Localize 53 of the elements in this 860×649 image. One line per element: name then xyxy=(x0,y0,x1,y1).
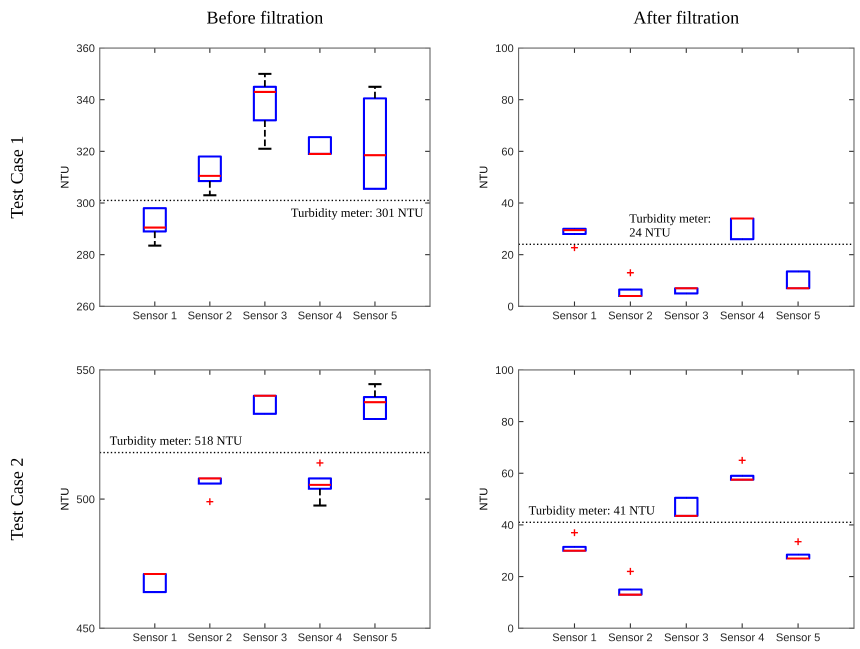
x-tick-label: Sensor 5 xyxy=(353,311,397,320)
y-axis-title: NTU xyxy=(480,166,488,188)
x-tick-label: Sensor 3 xyxy=(243,633,287,642)
ref-line-label: Turbidity meter: 41 NTU xyxy=(528,506,655,518)
y-tick-label: 20 xyxy=(502,572,514,581)
x-tick-label: Sensor 4 xyxy=(298,633,342,642)
chart-title: After filtration xyxy=(634,10,739,24)
y-tick-label: 320 xyxy=(76,148,94,156)
y-axis-title: NTU xyxy=(480,488,488,510)
x-tick-label: Sensor 4 xyxy=(720,311,764,320)
y-tick-label: 80 xyxy=(502,96,514,104)
y-tick-label: 260 xyxy=(76,302,94,310)
x-tick-label: Sensor 1 xyxy=(552,311,596,320)
x-tick-label: Sensor 3 xyxy=(243,311,287,320)
y-tick-label: 40 xyxy=(502,521,514,530)
y-axis-title: NTU xyxy=(60,166,69,188)
y-tick-label: 300 xyxy=(76,199,94,208)
y-tick-label: 100 xyxy=(496,44,514,52)
y-tick-label: 40 xyxy=(502,199,514,208)
x-tick-label: Sensor 1 xyxy=(552,633,596,642)
y-tick-label: 0 xyxy=(508,624,514,632)
text: Test Case 1 xyxy=(10,136,24,218)
x-tick-label: Sensor 1 xyxy=(133,311,176,320)
y-tick-label: 550 xyxy=(76,366,94,374)
x-tick-label: Sensor 4 xyxy=(720,633,764,642)
y-tick-label: 60 xyxy=(502,148,514,156)
text: Test Case 2 xyxy=(10,458,24,540)
y-axis-title: NTU xyxy=(60,488,69,510)
y-tick-label: 0 xyxy=(508,302,514,310)
y-tick-label: 500 xyxy=(76,495,94,504)
y-tick-label: 60 xyxy=(502,470,514,478)
x-tick-label: Sensor 3 xyxy=(664,311,708,320)
y-tick-label: 280 xyxy=(76,250,94,259)
x-tick-label: Sensor 5 xyxy=(776,311,820,320)
x-tick-label: Sensor 1 xyxy=(133,633,176,642)
y-tick-label: 360 xyxy=(76,44,94,52)
x-tick-label: Sensor 3 xyxy=(664,633,708,642)
ref-line-label: Turbidity meter: 518 NTU xyxy=(110,436,242,448)
ref-line-label: Turbidity meter: 24 NTU xyxy=(629,214,710,237)
chart-title: Before filtration xyxy=(206,10,324,24)
x-tick-label: Sensor 5 xyxy=(776,633,820,642)
x-tick-label: Sensor 2 xyxy=(188,633,232,642)
y-tick-label: 20 xyxy=(502,250,514,259)
x-tick-label: Sensor 2 xyxy=(608,633,652,642)
y-tick-label: 450 xyxy=(76,624,94,632)
x-tick-label: Sensor 4 xyxy=(298,311,342,320)
y-tick-label: 100 xyxy=(496,366,514,374)
y-tick-label: 340 xyxy=(76,96,94,104)
x-tick-label: Sensor 5 xyxy=(353,633,397,642)
ref-line-label: Turbidity meter: 301 NTU xyxy=(291,208,424,220)
x-tick-label: Sensor 2 xyxy=(188,311,232,320)
y-tick-label: 80 xyxy=(502,418,514,426)
x-tick-label: Sensor 2 xyxy=(608,311,652,320)
